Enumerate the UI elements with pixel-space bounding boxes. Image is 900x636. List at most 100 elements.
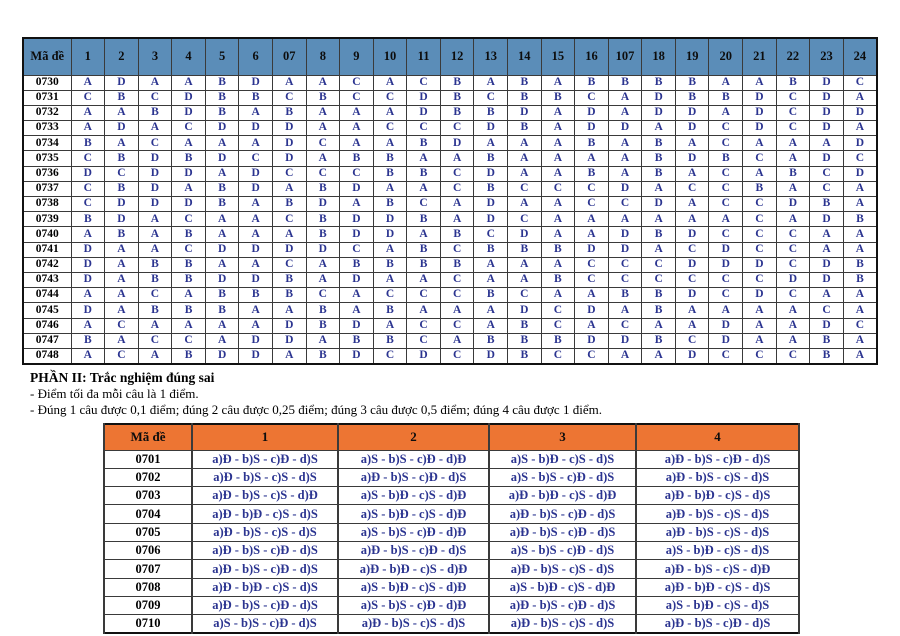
answer-cell: a)Đ - b)S - c)S - d)S xyxy=(488,614,637,634)
answer-cell: A xyxy=(574,287,609,304)
answer-cell: D xyxy=(641,104,676,122)
answer-cell: A xyxy=(775,211,811,228)
answer-cell: D xyxy=(809,89,844,106)
answer-cell: C xyxy=(473,89,509,106)
answer-cell: C xyxy=(171,211,206,228)
question-column-header: 9 xyxy=(339,37,374,76)
answer-row: 0748 A C A B D D A B D C D C D B C C A A D C C C B A xyxy=(22,347,878,365)
answer-cell: a)Đ - b)S - c)S - d)S xyxy=(337,614,490,634)
answer-cell: a)Đ - b)S - c)S - d)Đ xyxy=(635,559,800,579)
answer-cell: B xyxy=(540,241,576,258)
answer-cell: B xyxy=(641,165,676,182)
answer-cell: D xyxy=(104,195,139,213)
answer-cell: A xyxy=(439,150,475,167)
answer-cell: B xyxy=(842,271,878,289)
question-column-header: 10 xyxy=(372,37,408,76)
question-column-header: 8 xyxy=(305,37,341,76)
answer-cell: a)Đ - b)S - c)S - d)S xyxy=(191,522,339,542)
answer-cell: A xyxy=(372,180,408,198)
answer-cell: C xyxy=(406,195,441,213)
answer-cell: A xyxy=(842,302,878,319)
answer-cell: A xyxy=(372,271,408,289)
answer-cell: A xyxy=(104,256,139,273)
answer-cell: A xyxy=(271,180,307,198)
answer-cell: a)S - b)S - c)Đ - d)Đ xyxy=(337,595,490,616)
answer-cell: A xyxy=(305,104,341,122)
exam-code-cell: 0743 xyxy=(22,271,72,289)
answer-cell: C xyxy=(708,226,744,243)
answer-cell: B xyxy=(842,256,878,273)
answer-cell: B xyxy=(70,135,106,152)
answer-cell: A xyxy=(439,195,475,213)
answer-cell: D xyxy=(104,74,139,91)
answer-cell: D xyxy=(238,347,273,365)
answer-cell: A xyxy=(70,74,106,91)
answer-cell: B xyxy=(104,180,139,198)
answer-cell: a)Đ - b)S - c)Đ - d)S xyxy=(191,449,339,469)
answer-cell: a)Đ - b)Đ - c)S - d)Đ xyxy=(488,486,637,506)
answer-cell: A xyxy=(540,74,576,91)
answer-cell: B xyxy=(674,74,710,91)
answer-cell: A xyxy=(406,302,441,319)
answer-cell: a)Đ - b)S - c)Đ - d)S xyxy=(191,595,339,616)
answer-cell: B xyxy=(742,180,777,198)
answer-cell: B xyxy=(775,74,811,91)
answer-cell: D xyxy=(641,89,676,106)
answer-cell: B xyxy=(204,180,240,198)
answer-cell: C xyxy=(708,195,744,213)
answer-cell: A xyxy=(540,120,576,137)
answer-cell: A xyxy=(507,135,542,152)
answer-cell: C xyxy=(574,347,609,365)
answer-cell: B xyxy=(305,89,341,106)
answer-cell: a)Đ - b)S - c)S - d)S xyxy=(488,559,637,579)
answer-cell: a)Đ - b)Đ - c)S - d)S xyxy=(191,577,339,597)
answer-cell: B xyxy=(305,302,341,319)
question-column-header: 15 xyxy=(540,37,576,76)
answer-cell: D xyxy=(104,120,139,137)
answer-cell: D xyxy=(271,241,307,258)
exam-code-cell: 0706 xyxy=(103,540,193,561)
answer-cell: A xyxy=(238,104,273,122)
answer-cell: B xyxy=(674,89,710,106)
answer-row: 0736 D C D D A D C C C B B C D A A B A B A C A B C D xyxy=(22,165,878,182)
answer-cell: C xyxy=(372,89,408,106)
answer-cell: B xyxy=(439,256,475,273)
question-column-header: 5 xyxy=(204,37,240,76)
answer-cell: A xyxy=(607,302,643,319)
answer-cell: A xyxy=(204,256,240,273)
answer-cell: C xyxy=(238,150,273,167)
answer-cell: C xyxy=(708,180,744,198)
answer-cell: B xyxy=(372,256,408,273)
question-column-header: 11 xyxy=(406,37,441,76)
answer-cell: C xyxy=(406,287,441,304)
answer-cell: D xyxy=(607,226,643,243)
answer-cell: C xyxy=(574,256,609,273)
answer-cell: C xyxy=(742,195,777,213)
part1-header-row: Mã đề 1 2 3 4 5 6 07 8 9 10 11 12 13 14 15 16 107 18 19 20 21… xyxy=(22,37,878,76)
answer-cell: B xyxy=(406,256,441,273)
answer-cell: D xyxy=(271,317,307,334)
answer-cell: C xyxy=(708,271,744,289)
exam-code-cell: 0709 xyxy=(103,595,193,616)
answer-cell: B xyxy=(305,211,341,228)
answer-cell: A xyxy=(775,150,811,167)
exam-code-cell: 0708 xyxy=(103,577,193,597)
answer-row: 0741 D A A C D D D D C A B C B B B D D A C D C C A A xyxy=(22,241,878,258)
answer-cell: D xyxy=(507,104,542,122)
answer-cell: C xyxy=(809,302,844,319)
exam-code-cell: 0707 xyxy=(103,559,193,579)
answer-cell: A xyxy=(473,135,509,152)
answer-cell: a)Đ - b)Đ - c)S - d)S xyxy=(635,486,800,506)
answer-cell: D xyxy=(809,120,844,137)
answer-cell: D xyxy=(406,104,441,122)
answer-cell: B xyxy=(507,74,542,91)
answer-cell: C xyxy=(104,165,139,182)
answer-cell: D xyxy=(742,89,777,106)
answer-cell: B xyxy=(507,332,542,349)
answer-cell: A xyxy=(305,256,341,273)
answer-cell: B xyxy=(137,302,173,319)
answer-cell: A xyxy=(708,302,744,319)
answer-cell: D xyxy=(809,256,844,273)
answer-cell: a)Đ - b)S - c)S - d)S xyxy=(191,467,339,488)
answer-cell: B xyxy=(574,74,609,91)
